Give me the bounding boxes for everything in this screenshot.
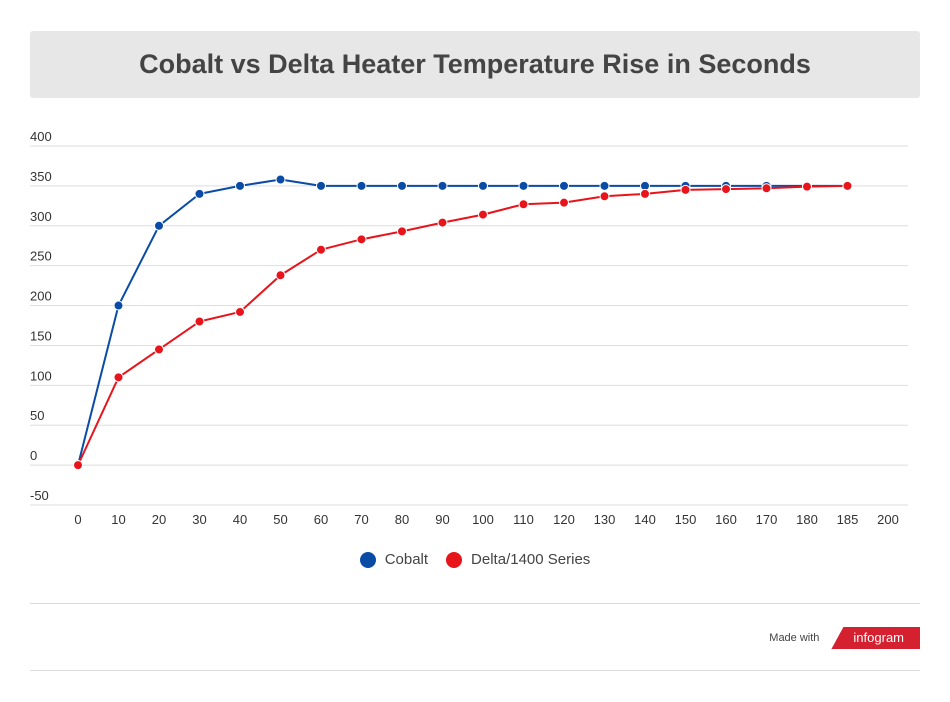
- y-tick-label: 50: [30, 408, 44, 423]
- legend-swatch-delta: [446, 551, 463, 568]
- data-point: [437, 217, 448, 228]
- data-point: [559, 180, 569, 191]
- infogram-logo-text: infogram: [853, 630, 904, 645]
- x-tick-label: 100: [472, 512, 494, 527]
- x-tick-label: 0: [74, 512, 81, 527]
- y-tick-label: 150: [30, 328, 52, 343]
- x-tick-label: 180: [796, 512, 818, 527]
- y-tick-label: 0: [30, 448, 37, 463]
- x-tick-label: 140: [634, 512, 656, 527]
- data-point: [194, 188, 205, 199]
- data-point: [275, 270, 286, 281]
- y-tick-label: 350: [30, 169, 52, 184]
- data-point: [478, 209, 488, 220]
- x-tick-label: 170: [756, 512, 778, 527]
- x-tick-label: 40: [233, 512, 247, 527]
- infogram-logo[interactable]: infogram: [831, 627, 920, 649]
- data-point: [721, 184, 731, 195]
- data-point: [518, 180, 529, 191]
- data-point: [599, 191, 610, 202]
- data-point: [397, 180, 407, 191]
- y-tick-label: 100: [30, 368, 52, 383]
- x-tick-label: 160: [715, 512, 737, 527]
- data-point: [518, 199, 529, 210]
- chart-legend: Cobalt Delta/1400 Series: [0, 551, 950, 568]
- y-tick-label: 300: [30, 209, 52, 224]
- x-tick-label: 150: [675, 512, 697, 527]
- legend-swatch-cobalt: [359, 551, 376, 568]
- x-tick-label: 70: [354, 512, 368, 527]
- data-point: [680, 184, 691, 195]
- legend-item-cobalt[interactable]: Cobalt: [359, 551, 429, 568]
- data-point: [275, 174, 286, 185]
- chart-title: Cobalt vs Delta Heater Temperature Rise …: [139, 49, 811, 79]
- chart-title-box: Cobalt vs Delta Heater Temperature Rise …: [30, 31, 920, 98]
- made-with-label: Made with: [769, 632, 820, 644]
- x-tick-label: 50: [273, 512, 287, 527]
- data-point: [235, 180, 245, 191]
- data-point: [761, 183, 772, 194]
- line-chart: 400 350 300 250 200 150 100 50 0 -50 0 10 20 30 40 50 60…: [30, 129, 908, 527]
- x-tick-label: 200: [877, 512, 899, 527]
- data-point: [113, 300, 124, 311]
- data-point: [478, 180, 488, 191]
- data-point: [640, 188, 650, 199]
- data-point: [154, 344, 164, 355]
- footer-credit: Made with infogram: [769, 627, 920, 649]
- data-point: [559, 197, 569, 208]
- x-tick-label: 130: [594, 512, 616, 527]
- footer-divider-top: [30, 603, 920, 604]
- data-point: [802, 181, 812, 192]
- data-point: [356, 180, 367, 191]
- data-point: [154, 220, 164, 231]
- x-tick-label: 185: [837, 512, 859, 527]
- y-tick-label: 400: [30, 129, 52, 144]
- x-tick-label: 10: [111, 512, 125, 527]
- series-line-1: [77, 184, 848, 466]
- footer-divider-bottom: [30, 670, 920, 671]
- legend-label-delta: Delta/1400 Series: [471, 551, 591, 568]
- legend-label-cobalt: Cobalt: [384, 551, 429, 568]
- y-tick-label: 200: [30, 289, 52, 304]
- data-point: [842, 180, 853, 191]
- data-point: [356, 234, 367, 245]
- x-tick-label: 60: [314, 512, 328, 527]
- y-tick-label: 250: [30, 249, 52, 264]
- series-line-0: [77, 178, 848, 466]
- data-point: [397, 226, 407, 237]
- data-point: [316, 244, 326, 255]
- x-tick-label: 30: [192, 512, 206, 527]
- data-point: [599, 180, 610, 191]
- data-point: [437, 180, 448, 191]
- data-point: [194, 316, 205, 327]
- legend-item-delta[interactable]: Delta/1400 Series: [446, 551, 590, 568]
- x-tick-label: 20: [152, 512, 166, 527]
- data-point: [113, 372, 124, 383]
- data-point: [235, 306, 245, 317]
- data-point: [73, 460, 83, 471]
- data-point: [316, 180, 326, 191]
- x-tick-label: 120: [553, 512, 575, 527]
- x-tick-label: 110: [513, 512, 534, 527]
- x-tick-label: 80: [395, 512, 409, 527]
- x-tick-label: 90: [435, 512, 449, 527]
- y-tick-label: -50: [30, 488, 49, 503]
